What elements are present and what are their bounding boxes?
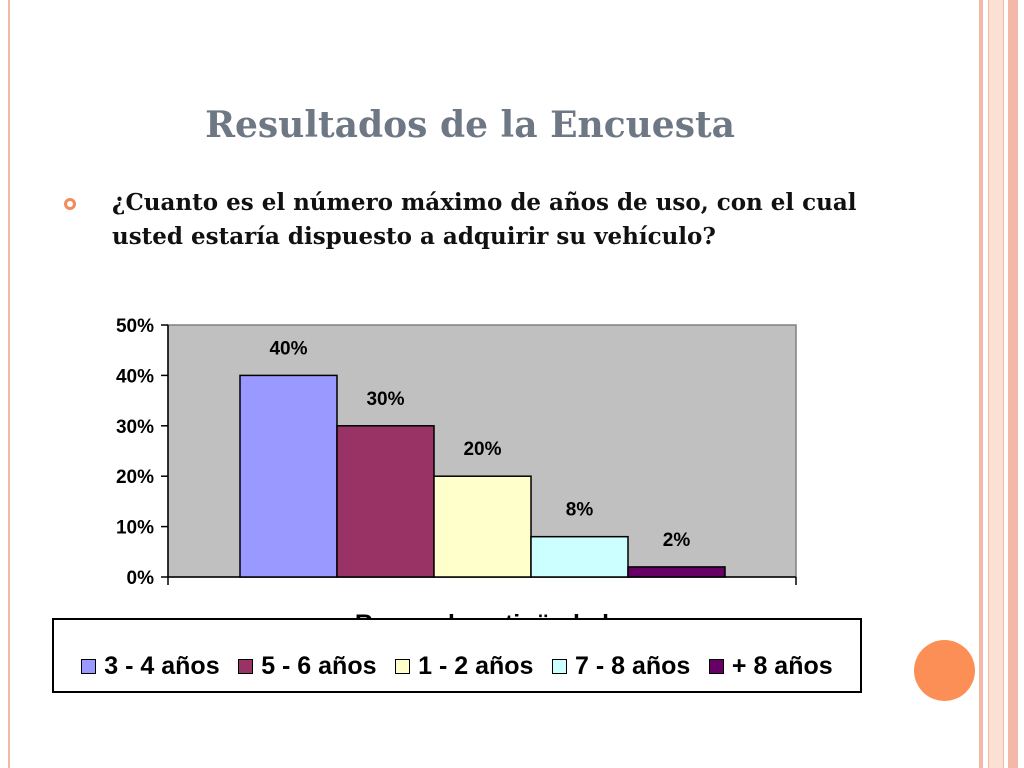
legend-item: + 8 años [708,652,833,681]
survey-question: ¿Cuanto es el número máximo de años de u… [112,189,857,250]
bar [336,425,435,578]
bar [433,475,532,578]
y-tick-label: 30% [116,417,154,438]
slide-frame-left [8,0,10,768]
chart-legend: 3 - 4 años 5 - 6 años 1 - 2 años 7 - 8 años… [52,618,862,693]
decorative-orange-circle [914,640,975,701]
y-tick-label: 0% [127,568,155,589]
legend-label: 7 - 8 años [575,652,691,680]
y-tick-label: 10% [116,518,154,539]
legend-swatch [552,659,567,674]
slide-frame-right-stripe [979,0,983,768]
slide-frame-right-band [988,0,1004,768]
legend-swatch [708,659,724,674]
y-tick-label: 20% [116,467,154,488]
legend-swatch [238,659,254,674]
data-label: 40% [269,338,307,359]
legend-item: 3 - 4 años [81,652,220,681]
bar [627,566,726,578]
y-tick-label: 40% [116,366,154,387]
bar [239,374,338,578]
legend-swatch [81,659,97,674]
legend-label: + 8 años [731,652,833,680]
legend-item: 7 - 8 años [552,652,690,681]
slide-frame-right-edge [1008,0,1018,768]
bullet-circle-icon [64,198,76,210]
legend-label: 3 - 4 años [104,652,220,680]
legend-label: 1 - 2 años [418,652,534,680]
data-label: 20% [463,439,501,460]
slide-title: Resultados de la Encuesta [205,104,735,146]
legend-label: 5 - 6 años [261,652,377,680]
legend-swatch [395,659,411,674]
data-label: 2% [663,530,691,551]
legend-item: 5 - 6 años [238,652,377,681]
data-label: 8% [566,500,594,521]
bar [530,535,629,578]
y-tick-label: 50% [116,316,154,337]
data-label: 30% [366,389,404,410]
legend-item: 1 - 2 años [395,652,533,681]
